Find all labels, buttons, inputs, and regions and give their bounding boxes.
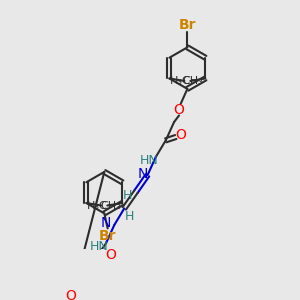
Text: Br: Br	[99, 229, 116, 243]
Text: HN: HN	[90, 240, 109, 253]
Text: H: H	[123, 189, 132, 202]
Text: H₃C: H₃C	[170, 76, 191, 86]
Text: O: O	[106, 248, 116, 262]
Text: HN: HN	[140, 154, 158, 167]
Text: N: N	[101, 216, 111, 230]
Text: O: O	[174, 103, 184, 117]
Text: N: N	[137, 167, 148, 181]
Text: H: H	[124, 210, 134, 223]
Text: CH₃: CH₃	[182, 76, 203, 86]
Text: H₃C: H₃C	[87, 200, 108, 211]
Text: O: O	[66, 290, 76, 300]
Text: Br: Br	[178, 18, 196, 32]
Text: CH₃: CH₃	[100, 200, 121, 211]
Text: O: O	[175, 128, 186, 142]
